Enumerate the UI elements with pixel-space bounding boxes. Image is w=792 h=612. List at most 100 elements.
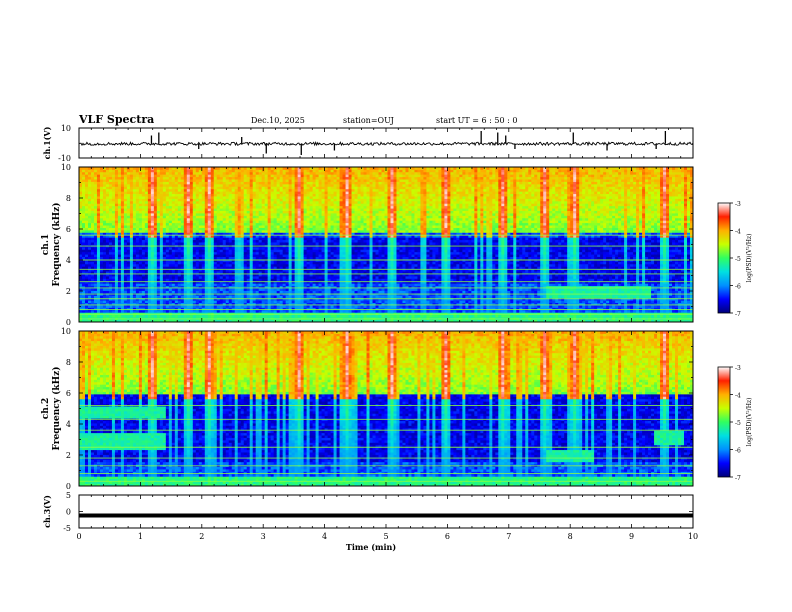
spectrogram-cell (294, 196, 299, 199)
spectrogram-cell (264, 249, 269, 253)
spectrogram-cell (87, 229, 92, 233)
spectrogram-cell (117, 254, 122, 258)
spectrogram-cell (243, 261, 248, 265)
spectrogram-cell (177, 208, 182, 211)
spectrogram-cell (153, 176, 158, 180)
spectrogram-cell (120, 283, 125, 287)
spectrogram-cell (246, 225, 251, 228)
spectrogram-cell (306, 205, 311, 209)
spectrogram-cell (123, 169, 128, 173)
spectrogram-cell (105, 196, 110, 199)
spectrogram-cell (276, 215, 281, 219)
spectrogram-cell (252, 169, 257, 173)
spectrogram-cell (183, 309, 188, 313)
spectrogram-cell (147, 288, 152, 291)
spectrogram-cell (153, 319, 158, 322)
spectrogram-cell (225, 249, 230, 253)
spectrogram-cell (207, 210, 212, 214)
spectrogram-cell (174, 225, 179, 228)
spectrogram-cell (249, 188, 254, 192)
spectrogram-cell (108, 242, 113, 245)
spectrogram-cell (291, 217, 296, 221)
spectrogram-cell (153, 227, 158, 231)
spectrogram-cell (198, 302, 203, 306)
spectrogram-cell (198, 305, 203, 308)
spectrogram-cell (213, 176, 218, 180)
spectrogram-cell (171, 302, 176, 306)
spectrogram-cell (294, 319, 299, 322)
spectrogram-cell (252, 174, 257, 178)
spectrogram-cell (249, 314, 254, 318)
spectrogram-cell (138, 176, 143, 180)
spectrogram-cell (276, 239, 281, 243)
spectrogram-cell (174, 273, 179, 277)
spectrogram-cell (90, 283, 95, 287)
spectrogram-cell (132, 288, 137, 291)
spectrogram-cell (258, 285, 263, 289)
spectrogram-cell (111, 191, 116, 195)
spectrogram-cell (171, 312, 176, 316)
spectrogram-cell (144, 312, 149, 316)
spectrogram-cell (306, 305, 311, 308)
spectrogram-cell (204, 307, 209, 311)
spectrogram-cell (141, 174, 146, 178)
spectrogram-cell (165, 193, 170, 197)
spectrogram-cell (162, 217, 167, 221)
spectrogram-cell (84, 249, 89, 253)
spectrogram-cell (159, 242, 164, 245)
spectrogram-cell (261, 273, 266, 277)
spectrogram-cell (258, 254, 263, 258)
spectrogram-cell (210, 273, 215, 277)
spectrogram-cell (114, 275, 119, 279)
spectrogram-cell (288, 174, 293, 178)
spectrogram-cell (99, 205, 104, 209)
spectrogram-cell (282, 167, 287, 170)
spectrogram-cell (105, 261, 110, 265)
spectrogram-cell (120, 225, 125, 228)
spectrogram-cell (79, 215, 83, 219)
spectrogram-cell (285, 203, 290, 207)
spectrogram-cell (84, 273, 89, 277)
spectrogram-cell (207, 249, 212, 253)
spectrogram-cell (222, 290, 227, 294)
spectrogram-cell (198, 271, 203, 274)
spectrogram-cell (174, 196, 179, 199)
spectrogram-cell (141, 167, 146, 170)
spectrogram-cell (96, 254, 101, 258)
spectrogram-cell (201, 193, 206, 197)
spectrogram-cell (150, 188, 155, 192)
spectrogram-cell (183, 186, 188, 190)
spectrogram-cell (174, 288, 179, 291)
spectrogram-cell (82, 305, 86, 308)
spectrogram-cell (90, 213, 95, 216)
spectrogram-cell (249, 312, 254, 316)
spectrogram-cell (192, 314, 197, 318)
spectrogram-cell (267, 237, 272, 241)
spectrogram-cell (177, 239, 182, 243)
spectrogram-cell (108, 312, 113, 316)
spectrogram-cell (228, 283, 233, 287)
spectrogram-cell (126, 213, 131, 216)
spectrogram-cell (219, 169, 224, 173)
spectrogram-cell (102, 239, 107, 243)
spectrogram-cell (252, 205, 257, 209)
spectrogram-cell (240, 208, 245, 211)
start-time-label: start UT = 6 : 50 : 0 (436, 116, 517, 125)
spectrogram-cell (243, 280, 248, 284)
spectrogram-cell (123, 229, 128, 233)
spectrogram-cell (156, 283, 161, 287)
spectrogram-cell (135, 181, 140, 185)
spectrogram-cell (192, 283, 197, 287)
spectrogram-cell (231, 191, 236, 195)
spectrogram-cell (201, 246, 206, 250)
spectrogram-cell (213, 314, 218, 318)
spectrogram-cell (282, 208, 287, 211)
spectrogram-cell (258, 319, 263, 322)
spectrogram-cell (147, 227, 152, 231)
spectrogram-cell (90, 249, 95, 253)
spectrogram-cell (171, 288, 176, 291)
spectrogram-cell (222, 188, 227, 192)
spectrogram-cell (231, 237, 236, 241)
spectrogram-cell (252, 179, 257, 182)
spectrogram-cell (237, 213, 242, 216)
